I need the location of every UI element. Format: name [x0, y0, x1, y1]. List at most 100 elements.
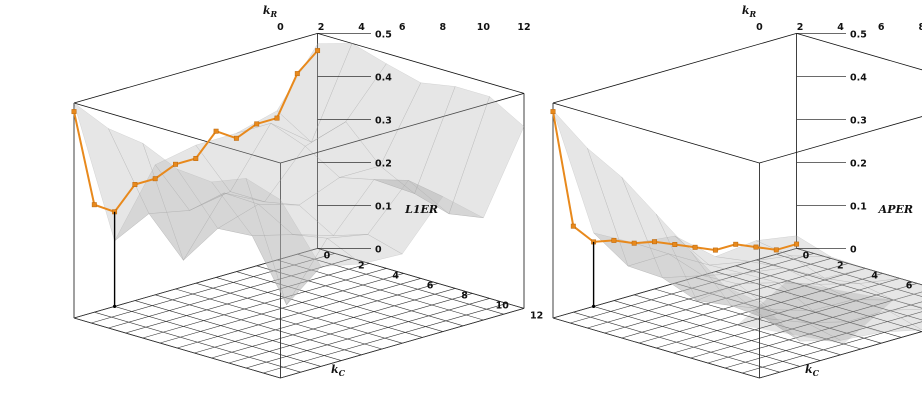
- series-point: [254, 121, 260, 127]
- surface-facet: [818, 283, 894, 301]
- x-axis-title-subscript: R: [269, 9, 277, 19]
- series-point: [294, 71, 300, 77]
- surface-facet: [326, 234, 403, 265]
- box-edge: [280, 93, 525, 164]
- grid-line: [317, 248, 525, 309]
- surface-facet: [373, 179, 450, 215]
- x-tick-label: 6: [399, 22, 406, 33]
- surface-facet: [789, 255, 867, 279]
- surface-facet: [784, 267, 860, 285]
- series-point: [274, 115, 280, 121]
- box-edge: [552, 33, 797, 104]
- x-axis-title: kR: [263, 4, 278, 19]
- grid-line: [297, 253, 504, 315]
- x-axis-title-subscript: R: [748, 9, 756, 19]
- panel-l1er: 0 2 4 6 8 10 1202468101200.10.20.30.40.5L1ERkR…: [71, 4, 543, 379]
- y-tick-label: 4: [392, 270, 399, 281]
- x-axis-title: kR: [742, 4, 757, 19]
- y-axis-title: kC: [331, 363, 346, 378]
- x-tick-label: 0: [756, 22, 763, 33]
- surface-facet: [367, 180, 444, 255]
- box-edge: [552, 102, 760, 164]
- x-tick-label: 10: [477, 22, 491, 33]
- surface-facet: [621, 176, 698, 302]
- series-point: [193, 156, 199, 161]
- surface-facet: [661, 275, 739, 301]
- series-point: [631, 240, 637, 246]
- x-tick-label: 12: [517, 22, 530, 33]
- surface-facet: [736, 282, 814, 311]
- z-tick-label: 0.2: [850, 158, 867, 169]
- surface-facet: [229, 122, 306, 203]
- y-axis-title-subscript: C: [339, 368, 346, 378]
- floor-grid: [73, 248, 525, 379]
- series-point: [173, 161, 178, 167]
- z-tick-label: 0.5: [375, 29, 392, 40]
- z-tick-label: 0.1: [375, 201, 392, 212]
- surface-facet: [702, 273, 779, 285]
- surface-facet: [771, 309, 847, 323]
- surface-facet: [345, 63, 422, 167]
- box-edge: [317, 33, 525, 94]
- surface-facet: [811, 299, 889, 323]
- series-point: [91, 202, 97, 208]
- z-tick-label: 0.4: [375, 72, 392, 83]
- grid-line: [194, 283, 439, 354]
- y-tick-label: 0: [803, 250, 810, 261]
- surface-facet: [73, 102, 150, 242]
- surface-facet: [211, 178, 287, 305]
- surface-facet: [709, 261, 785, 274]
- series-point: [213, 128, 219, 134]
- grid-line: [216, 277, 423, 338]
- x-tick-label: 0: [277, 22, 284, 33]
- surface-facet: [408, 180, 484, 219]
- y-axis-title: kC: [805, 363, 820, 378]
- surface-facet: [298, 177, 375, 236]
- z-tick-label: 0.3: [375, 115, 392, 126]
- series-point: [652, 239, 657, 245]
- minimum-marker: [113, 304, 117, 308]
- z-tick-label: 0: [850, 244, 857, 255]
- surface-facet: [777, 282, 854, 311]
- grid-line: [742, 321, 922, 374]
- box-edge: [73, 102, 281, 164]
- surface-facet: [586, 147, 663, 279]
- surface-facet: [655, 213, 732, 306]
- surface-facet: [806, 321, 882, 341]
- surface-facet: [245, 177, 322, 306]
- surface-facet: [674, 235, 750, 266]
- x-tick-label: 2: [318, 22, 325, 33]
- series-point: [132, 182, 138, 187]
- series-point: [71, 109, 77, 115]
- z-tick-label: 0.3: [850, 115, 867, 126]
- series-point: [712, 247, 718, 253]
- surface-facet: [690, 250, 766, 319]
- z-axis-title: APER: [878, 203, 913, 216]
- surface-facet: [114, 164, 191, 242]
- grid-line: [776, 253, 922, 297]
- y-tick-label: 2: [358, 260, 365, 271]
- box-edge: [796, 33, 922, 71]
- x-tick-label: 8: [439, 22, 446, 33]
- series-point: [672, 242, 678, 247]
- box-edge: [759, 116, 922, 164]
- grid-line: [211, 288, 456, 359]
- floor-grid: [552, 248, 922, 379]
- surface-facet: [142, 142, 219, 261]
- series-point: [550, 109, 556, 115]
- surface-facet: [189, 191, 265, 211]
- grid-line: [228, 293, 473, 364]
- minimum-marker: [592, 304, 596, 308]
- z-tick-label: 0.2: [375, 158, 392, 169]
- series-point: [152, 176, 158, 182]
- surface-facet: [731, 305, 807, 323]
- series-point: [233, 135, 239, 141]
- z-tick-label: 0: [375, 244, 382, 255]
- surface-facet: [724, 286, 801, 342]
- surface-facet: [264, 145, 341, 206]
- surface-facet: [749, 255, 825, 279]
- x-tick-label: 2: [797, 22, 804, 33]
